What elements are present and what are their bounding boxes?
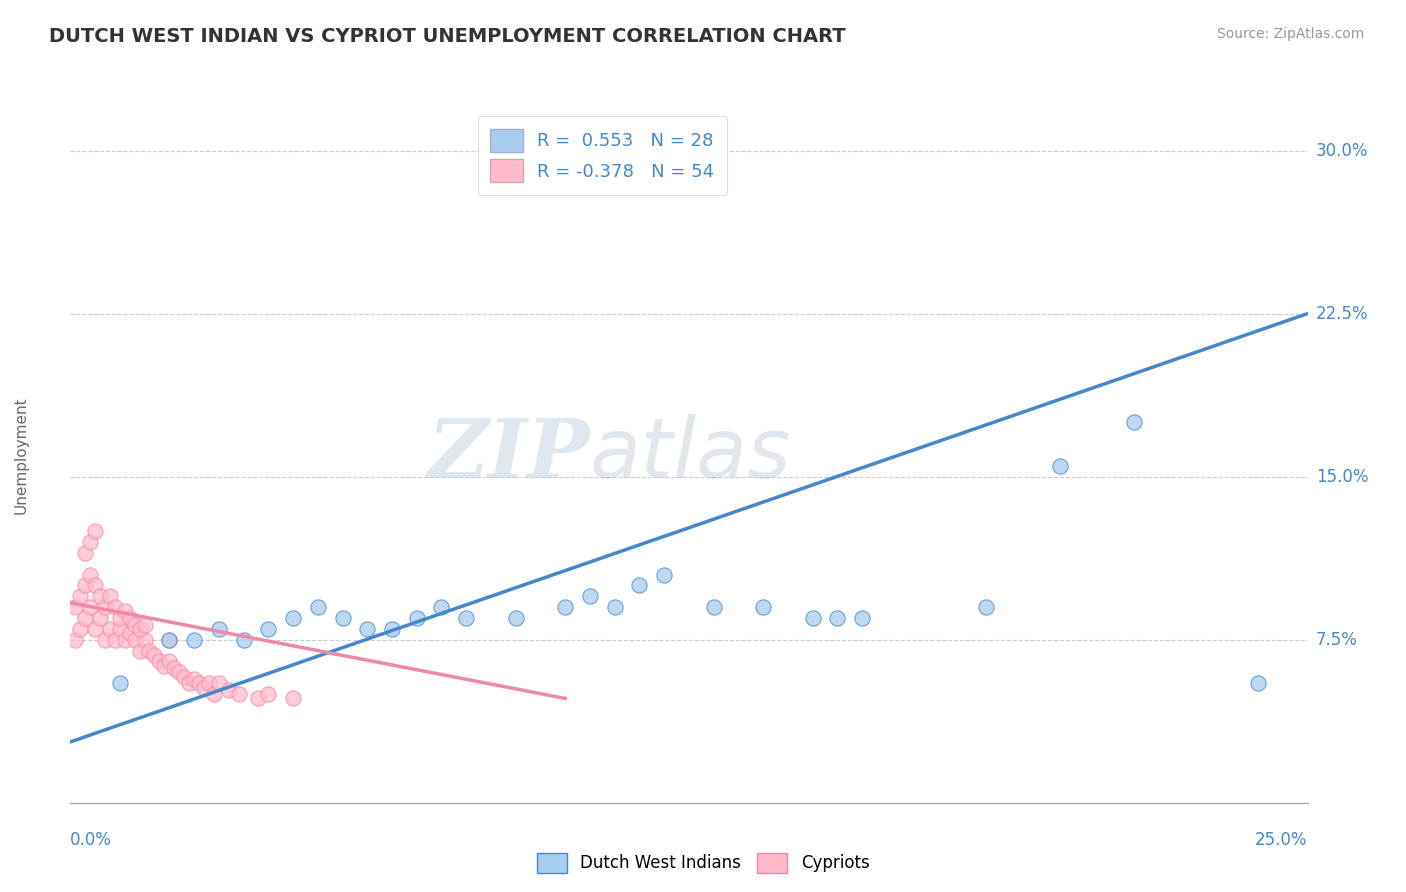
Point [257, 687, 280, 701]
Point [75, 611, 97, 625]
Text: 7.5%: 7.5% [1316, 631, 1358, 648]
Point [1123, 415, 1146, 429]
Point [505, 611, 527, 625]
Point [281, 691, 304, 706]
Point [307, 600, 329, 615]
Point [124, 632, 146, 647]
Point [356, 622, 378, 636]
Point [381, 622, 404, 636]
Point [703, 600, 725, 615]
Point [163, 661, 186, 675]
Text: 25.0%: 25.0% [1256, 830, 1308, 848]
Point [257, 622, 280, 636]
Point [108, 676, 131, 690]
Text: ZIP: ZIP [427, 415, 591, 495]
Point [188, 676, 211, 690]
Text: Source: ZipAtlas.com: Source: ZipAtlas.com [1216, 27, 1364, 41]
Point [89, 611, 111, 625]
Point [118, 626, 141, 640]
Point [148, 655, 170, 669]
Point [579, 589, 602, 603]
Point [75, 578, 97, 592]
Point [134, 632, 156, 647]
Point [94, 632, 117, 647]
Point [157, 655, 180, 669]
Point [65, 632, 87, 647]
Point [143, 648, 166, 662]
Point [193, 681, 215, 695]
Point [332, 611, 354, 625]
Point [603, 600, 626, 615]
Point [247, 691, 270, 706]
Point [79, 600, 101, 615]
Point [84, 622, 107, 636]
Point [208, 622, 231, 636]
Point [228, 687, 250, 701]
Point [98, 622, 121, 636]
Point [89, 589, 111, 603]
Point [183, 672, 205, 686]
Point [232, 632, 254, 647]
Point [118, 611, 141, 625]
Point [128, 622, 150, 636]
Point [430, 600, 453, 615]
Point [114, 605, 136, 619]
Point [628, 578, 651, 592]
Point [138, 643, 160, 657]
Point [198, 676, 221, 690]
Point [124, 617, 146, 632]
Point [554, 600, 576, 615]
Point [84, 578, 107, 592]
Point [108, 622, 131, 636]
Legend: R =  0.553   N = 28, R = -0.378   N = 54: R = 0.553 N = 28, R = -0.378 N = 54 [478, 116, 727, 195]
Text: 30.0%: 30.0% [1316, 142, 1368, 160]
Point [167, 665, 190, 680]
Point [281, 611, 304, 625]
Point [128, 643, 150, 657]
Point [1247, 676, 1270, 690]
Point [69, 589, 91, 603]
Point [79, 535, 101, 549]
Point [827, 611, 849, 625]
Point [75, 546, 97, 560]
Point [108, 611, 131, 625]
Point [114, 632, 136, 647]
Point [157, 632, 180, 647]
Text: DUTCH WEST INDIAN VS CYPRIOT UNEMPLOYMENT CORRELATION CHART: DUTCH WEST INDIAN VS CYPRIOT UNEMPLOYMEN… [49, 27, 846, 45]
Point [752, 600, 775, 615]
Point [104, 632, 127, 647]
Point [202, 687, 225, 701]
Point [157, 632, 180, 647]
Point [94, 600, 117, 615]
Point [84, 524, 107, 538]
Point [405, 611, 427, 625]
Point [104, 600, 127, 615]
Point [974, 600, 997, 615]
Text: 15.0%: 15.0% [1316, 467, 1368, 485]
Point [851, 611, 873, 625]
Point [218, 682, 240, 697]
Point [1049, 458, 1071, 473]
Legend: Dutch West Indians, Cypriots: Dutch West Indians, Cypriots [530, 847, 876, 880]
Point [65, 600, 87, 615]
Text: 22.5%: 22.5% [1316, 304, 1368, 323]
Point [456, 611, 478, 625]
Point [98, 589, 121, 603]
Text: 0.0%: 0.0% [70, 830, 112, 848]
Text: Unemployment: Unemployment [13, 396, 28, 514]
Point [177, 676, 200, 690]
Text: atlas: atlas [591, 415, 792, 495]
Point [79, 567, 101, 582]
Point [134, 617, 156, 632]
Point [652, 567, 675, 582]
Point [183, 632, 205, 647]
Point [208, 676, 231, 690]
Point [153, 658, 176, 673]
Point [69, 622, 91, 636]
Point [801, 611, 824, 625]
Point [173, 670, 195, 684]
